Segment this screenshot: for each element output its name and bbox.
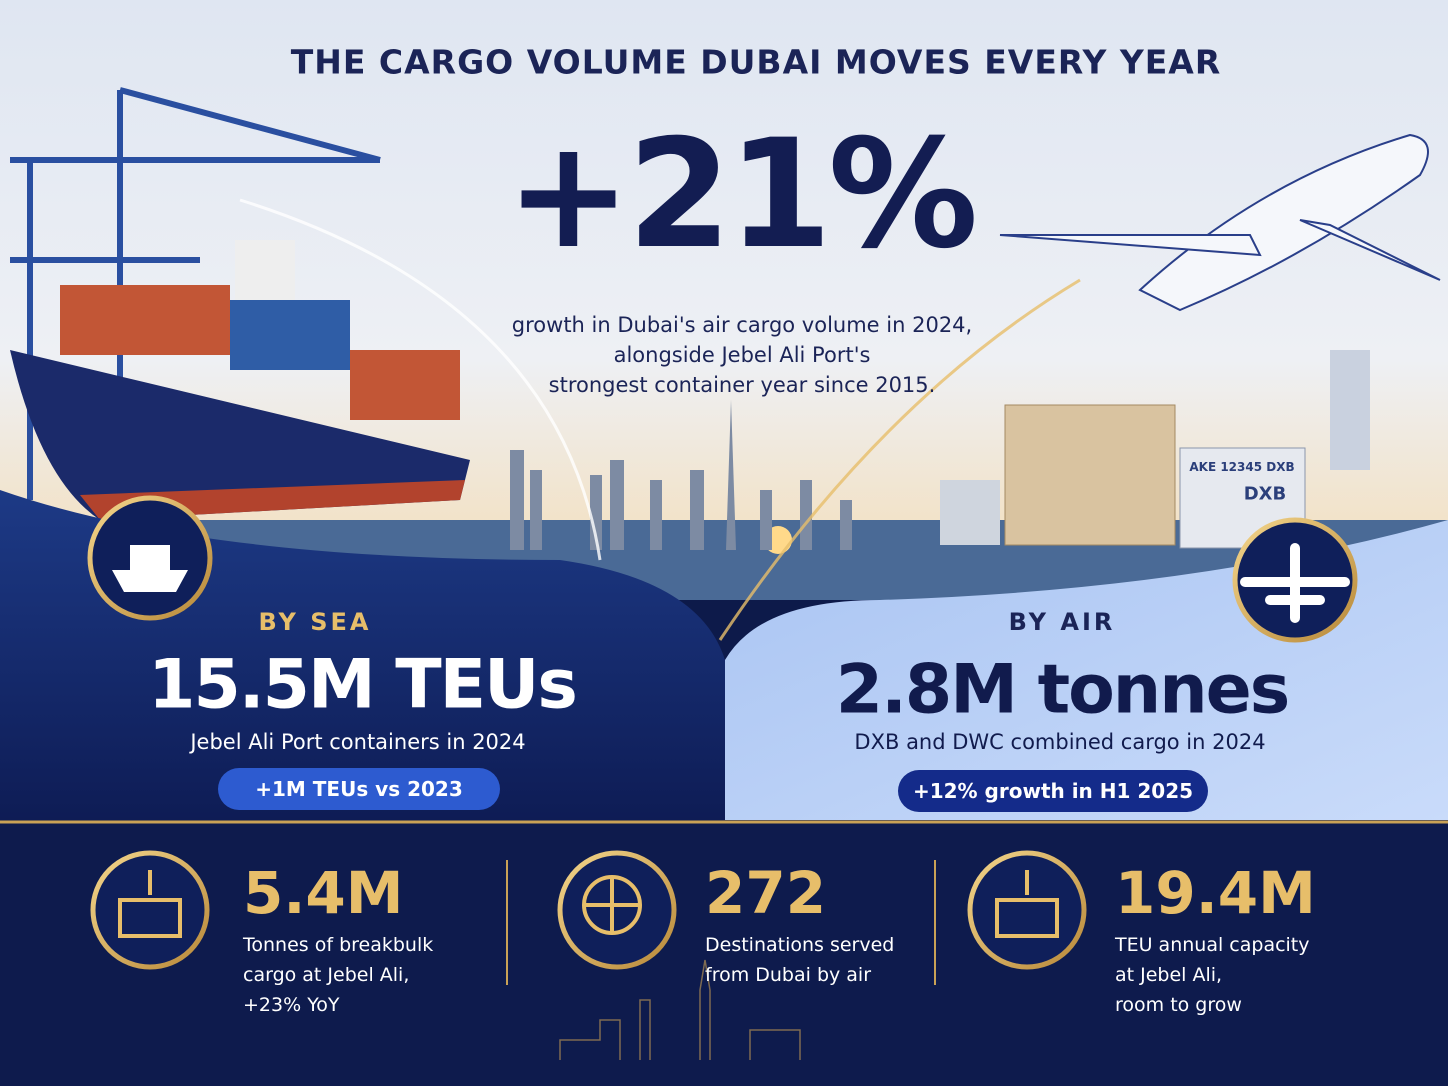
photo-label: AKE 12345 DXB [1189, 460, 1295, 474]
photo-label: DXB [1243, 483, 1287, 505]
stat-description: from Dubai by air [705, 964, 872, 986]
description-line: strongest container year since 2015. [548, 373, 936, 397]
sea-badge: +1M TEUs vs 2023 [218, 768, 500, 810]
air-caption: DXB and DWC combined cargo in 2024 [854, 730, 1266, 754]
stat-value: 272 [705, 859, 827, 927]
air-badge: +12% growth in H1 2025 [898, 770, 1208, 812]
stat-description: +23% YoY [243, 994, 340, 1016]
stat-description: Destinations served [705, 934, 895, 956]
description-line: alongside Jebel Ali Port's [613, 343, 871, 367]
title: THE CARGO VOLUME DUBAI MOVES EVERY YEAR [290, 42, 1222, 82]
stat-description: cargo at Jebel Ali, [243, 964, 410, 986]
sea-value: 15.5M TEUs [148, 645, 578, 725]
stat-description: TEU annual capacity [1115, 934, 1310, 956]
sea-label: BY SEA [258, 608, 372, 636]
air-label: BY AIR [1008, 608, 1116, 636]
sea-caption: Jebel Ali Port containers in 2024 [190, 730, 526, 754]
description-line: growth in Dubai's air cargo volume in 20… [511, 313, 973, 337]
stat-description: at Jebel Ali, [1115, 964, 1223, 986]
air-value: 2.8M tonnes [835, 650, 1290, 730]
headline: +21% [505, 108, 979, 282]
stat-value: 19.4M [1115, 859, 1316, 927]
stat-value: 5.4M [243, 859, 404, 927]
stat-description: room to grow [1115, 994, 1242, 1016]
stat-description: Tonnes of breakbulk [243, 934, 434, 956]
